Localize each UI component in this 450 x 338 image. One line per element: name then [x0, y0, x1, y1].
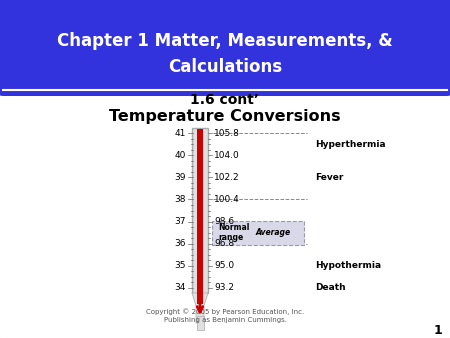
Text: Calculations: Calculations — [168, 58, 282, 76]
Text: 1.6 cont’: 1.6 cont’ — [190, 93, 260, 107]
Text: 102.2: 102.2 — [214, 173, 239, 182]
Polygon shape — [197, 292, 203, 304]
Text: 40: 40 — [175, 151, 186, 160]
Text: 95.0: 95.0 — [214, 261, 234, 270]
Text: 39: 39 — [175, 173, 186, 182]
FancyBboxPatch shape — [212, 221, 304, 245]
Bar — [3, 70, 447, 90]
Text: Fever: Fever — [315, 173, 343, 182]
Text: 98.6: 98.6 — [214, 217, 234, 226]
Text: 37: 37 — [175, 217, 186, 226]
Text: Hypothermia: Hypothermia — [315, 261, 381, 270]
Text: Copyright © 2005 by Pearson Education, Inc.
Publishing as Benjamin Cummings.: Copyright © 2005 by Pearson Education, I… — [146, 309, 304, 323]
Bar — [192, 128, 208, 293]
Text: Average: Average — [256, 228, 291, 237]
FancyBboxPatch shape — [0, 0, 450, 96]
Text: Death: Death — [315, 284, 346, 292]
Text: 35: 35 — [175, 261, 186, 270]
Text: Chapter 1 Matter, Measurements, &: Chapter 1 Matter, Measurements, & — [57, 32, 393, 50]
Bar — [197, 129, 203, 292]
Text: 105.8: 105.8 — [214, 128, 240, 138]
Text: 34: 34 — [175, 284, 186, 292]
Text: 93.2: 93.2 — [214, 284, 234, 292]
Text: Temperature Conversions: Temperature Conversions — [109, 108, 341, 123]
Text: 104.0: 104.0 — [214, 151, 240, 160]
Text: Normal
range: Normal range — [218, 223, 249, 242]
Text: 41: 41 — [175, 128, 186, 138]
Text: 36: 36 — [175, 239, 186, 248]
Bar — [197, 316, 203, 330]
Polygon shape — [192, 293, 208, 323]
Text: 96.8: 96.8 — [214, 239, 234, 248]
Text: 100.4: 100.4 — [214, 195, 240, 204]
Text: Hyperthermia: Hyperthermia — [315, 140, 386, 149]
Text: 38: 38 — [175, 195, 186, 204]
Text: 1: 1 — [434, 323, 442, 337]
